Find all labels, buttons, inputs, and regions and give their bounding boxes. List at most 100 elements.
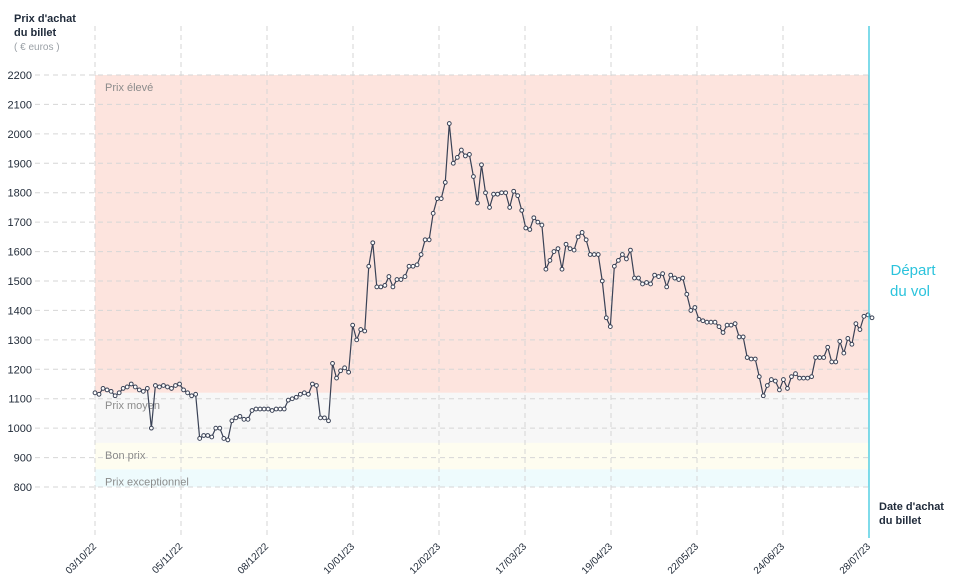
price-bands — [95, 75, 869, 487]
data-point — [189, 393, 195, 399]
data-point — [595, 252, 601, 257]
data-point — [636, 275, 641, 281]
data-point — [720, 330, 726, 335]
data-point — [853, 321, 859, 327]
band-label-1: Prix moyen — [105, 400, 160, 412]
data-point — [785, 386, 790, 391]
data-point — [426, 237, 432, 243]
data-point — [338, 368, 343, 374]
data-point — [438, 196, 444, 202]
data-point — [479, 162, 484, 168]
data-point — [434, 196, 440, 202]
data-point — [555, 246, 561, 252]
data-point — [124, 384, 130, 390]
data-point — [394, 277, 400, 282]
data-point — [169, 386, 174, 391]
data-point — [559, 266, 565, 272]
y-tick-label-14: 2200 — [8, 70, 32, 82]
data-point — [136, 387, 142, 393]
data-point — [756, 374, 762, 380]
data-point — [390, 284, 396, 290]
data-point — [748, 356, 754, 362]
data-point — [330, 361, 335, 366]
data-point — [261, 406, 267, 412]
y-tick-label-4: 1200 — [8, 364, 32, 376]
data-point — [793, 371, 798, 377]
data-point — [547, 258, 553, 263]
data-point — [861, 313, 867, 319]
data-point — [152, 383, 158, 388]
data-point — [370, 240, 376, 246]
data-point — [652, 272, 658, 278]
data-point — [740, 334, 746, 340]
data-point — [193, 391, 199, 397]
data-point — [237, 413, 243, 419]
x-axis-title-line1: Date d'achat — [879, 501, 944, 513]
data-point — [781, 377, 786, 382]
data-point — [764, 383, 770, 388]
band-label-0: Prix élevé — [105, 82, 153, 94]
y-tick-label-0: 800 — [14, 482, 32, 494]
data-point — [640, 281, 645, 287]
data-point — [837, 338, 843, 344]
data-point — [684, 291, 690, 297]
data-point — [104, 387, 110, 393]
data-point — [599, 278, 605, 284]
x-tick-label-4: 12/02/23 — [408, 541, 444, 577]
data-point — [293, 394, 299, 400]
x-tick-label-0: 03/10/22 — [64, 541, 100, 577]
band-0 — [95, 75, 869, 393]
data-point — [499, 190, 505, 196]
data-point — [161, 383, 166, 388]
data-point — [777, 387, 782, 393]
data-point — [241, 416, 247, 422]
y-tick-label-2: 1000 — [8, 423, 32, 435]
data-point — [619, 252, 625, 257]
data-point — [624, 256, 629, 262]
data-point — [116, 390, 122, 396]
data-point — [591, 252, 597, 257]
data-point — [414, 262, 420, 268]
data-point — [233, 415, 239, 421]
data-point — [519, 207, 525, 213]
data-point — [402, 274, 408, 279]
data-point — [531, 215, 537, 221]
y-tick-label-8: 1600 — [8, 247, 32, 259]
data-point — [845, 335, 851, 341]
data-point — [221, 436, 227, 441]
data-point — [350, 322, 356, 328]
data-point — [672, 275, 678, 281]
data-point — [475, 200, 480, 206]
data-point — [752, 356, 758, 362]
data-point — [201, 433, 207, 438]
data-point — [579, 230, 585, 235]
data-point — [326, 418, 331, 424]
data-point — [644, 280, 649, 285]
data-point — [760, 393, 766, 399]
data-point — [676, 277, 682, 282]
data-point — [611, 263, 617, 269]
y-tick-label-5: 1300 — [8, 335, 32, 347]
band-2 — [95, 442, 869, 470]
data-point — [656, 274, 662, 279]
data-point — [386, 274, 392, 279]
data-point — [648, 281, 653, 287]
data-point — [716, 324, 722, 330]
data-point — [253, 406, 259, 412]
data-point — [805, 375, 810, 381]
data-point — [817, 355, 823, 360]
data-point — [225, 437, 231, 443]
data-point — [398, 277, 404, 282]
data-point — [96, 391, 102, 397]
departure-label-line1: Départ — [890, 262, 936, 279]
data-point — [289, 396, 295, 402]
data-point — [563, 241, 569, 247]
data-point — [265, 406, 271, 412]
data-point — [257, 406, 263, 412]
data-point — [309, 381, 315, 387]
data-point — [583, 237, 589, 243]
data-point — [744, 355, 750, 360]
x-tick-label-7: 22/05/23 — [666, 541, 702, 577]
data-point — [430, 210, 436, 216]
data-point — [205, 433, 211, 438]
